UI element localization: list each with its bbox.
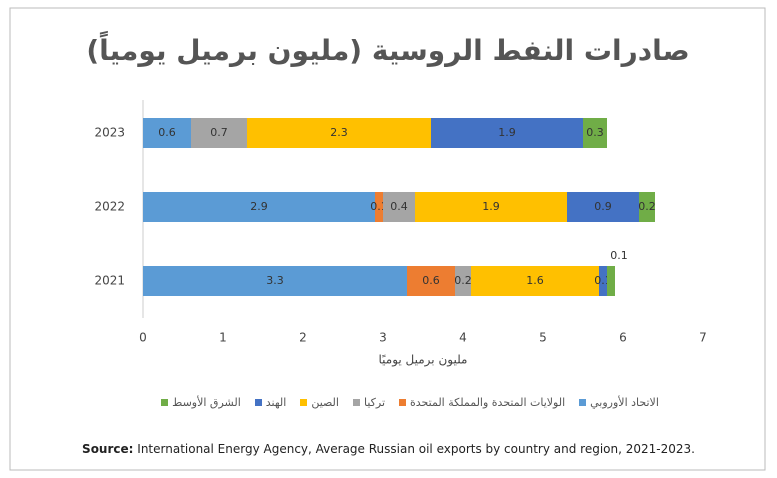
legend-text: الولايات المتحدة والمملكة المتحدة (410, 396, 566, 409)
bar-segment (143, 266, 407, 296)
legend-text: الشرق الأوسط (172, 396, 241, 409)
x-tick-label: 6 (619, 331, 627, 345)
data-label: 1.6 (526, 274, 544, 287)
bar-segment (455, 266, 471, 296)
legend-swatch (399, 399, 407, 406)
x-tick-label: 3 (379, 331, 387, 345)
bar-segment (191, 118, 247, 148)
data-label: 3.3 (266, 274, 284, 287)
data-label: 0.1 (610, 249, 628, 262)
bar-segment (471, 266, 599, 296)
x-tick-label: 5 (539, 331, 547, 345)
data-label: 0.9 (594, 200, 612, 213)
bar-segment (639, 192, 655, 222)
bar-segment (431, 118, 583, 148)
legend-item: الشرق الأوسط (161, 396, 241, 409)
legend-text: تركيا (363, 396, 386, 409)
card (9, 7, 766, 471)
bar-segment (375, 192, 383, 222)
source: Source: International Energy Agency, Ave… (0, 442, 777, 456)
x-tick-label: 4 (459, 331, 467, 345)
legend-text: الاتحاد الأوروبي (590, 396, 659, 409)
legend-swatch (161, 399, 169, 406)
data-label: 0.3 (586, 126, 604, 139)
source-label: Source: (82, 442, 134, 456)
data-label: 2.9 (250, 200, 268, 213)
legend-item: الهند (254, 396, 287, 409)
legend-item: الصين (300, 396, 339, 409)
data-label: 1.9 (482, 200, 500, 213)
data-label: 2.3 (330, 126, 348, 139)
data-label: 0.6 (422, 274, 440, 287)
bar-segment (143, 118, 191, 148)
bar-segment (407, 266, 455, 296)
bar-segment (583, 118, 607, 148)
data-label: 0.4 (390, 200, 408, 213)
x-tick-label: 1 (219, 331, 227, 345)
legend: الاتحاد الأوروبي الولايات المتحدة والمملك… (120, 396, 700, 409)
bar-segment (143, 192, 375, 222)
legend-swatch (579, 399, 587, 406)
bar-segment (247, 118, 431, 148)
y-tick-label: 2023 (94, 126, 125, 140)
legend-swatch (254, 399, 262, 406)
legend-swatch (300, 399, 308, 406)
data-label: 0.6 (158, 126, 176, 139)
bar-segment (383, 192, 415, 222)
legend-item: تركيا (352, 396, 386, 409)
data-label: 0.7 (210, 126, 228, 139)
legend-text: الهند (265, 396, 287, 409)
source-text: International Energy Agency, Average Rus… (137, 442, 695, 456)
chart-title: صادرات النفط الروسية (مليون برميل يومياً… (86, 30, 689, 67)
legend-item: الولايات المتحدة والمملكة المتحدة (399, 396, 565, 409)
data-label: 1.9 (498, 126, 516, 139)
legend-swatch (352, 399, 360, 406)
bar-segment (599, 266, 607, 296)
bar-segment (607, 266, 615, 296)
bar-segment (567, 192, 639, 222)
x-tick-label: 2 (299, 331, 307, 345)
data-label: 0.2 (638, 200, 656, 213)
y-tick-label: 2021 (94, 274, 125, 288)
x-tick-label: 7 (699, 331, 707, 345)
legend-item: الاتحاد الأوروبي (579, 396, 659, 409)
legend-text: الصين (311, 396, 339, 409)
bar-segment (415, 192, 567, 222)
y-tick-label: 2022 (94, 200, 125, 214)
x-axis-label: مليون برميل يوميًا (378, 353, 467, 368)
x-tick-label: 0 (139, 331, 147, 345)
data-label: 0.2 (454, 274, 472, 287)
